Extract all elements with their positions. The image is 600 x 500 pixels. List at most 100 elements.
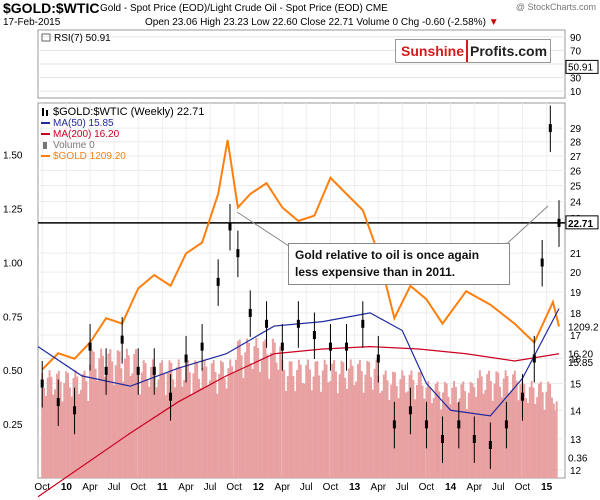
volume-bar: [162, 372, 165, 478]
volume-bar: [471, 383, 474, 478]
volume-bar: [57, 370, 60, 478]
volume-bar: [43, 387, 46, 478]
volume-bar: [98, 358, 101, 478]
ratio-candle: [136, 366, 140, 375]
volume-bar: [275, 362, 278, 478]
volume-bar: [375, 359, 378, 478]
logo-part-1: Sunshine: [401, 43, 465, 59]
ratio-candle: [248, 308, 252, 317]
volume-bar: [406, 391, 409, 478]
volume-bar: [286, 376, 289, 478]
volume-bar: [523, 384, 526, 478]
volume-bar: [460, 384, 463, 478]
volume-bar: [100, 348, 103, 478]
ratio-candle: [376, 354, 380, 363]
volume-bar: [502, 378, 505, 478]
volume-bar: [421, 385, 424, 478]
volume-bar: [486, 374, 489, 478]
volume-bar: [480, 376, 483, 478]
volume-bar: [251, 368, 254, 478]
volume-bar: [68, 387, 71, 478]
volume-left-tick-label: 1.25: [3, 204, 23, 215]
volume-bar: [247, 342, 250, 478]
volume-bar: [214, 371, 217, 478]
volume-bar: [105, 372, 108, 478]
volume-bar: [122, 381, 125, 478]
value-label: 15.85: [568, 358, 593, 369]
annotation-line-1: Gold relative to oil is once again: [295, 248, 480, 262]
x-tick-label: 10: [61, 482, 73, 493]
volume-bar: [194, 360, 197, 478]
volume-bar: [495, 371, 498, 478]
volume-bar: [111, 361, 114, 478]
volume-bar: [312, 376, 315, 478]
volume-bar: [52, 394, 55, 478]
volume-bar: [235, 359, 238, 478]
volume-bar: [349, 359, 352, 478]
volume-bar: [229, 359, 232, 478]
volume-bar: [415, 385, 418, 478]
volume-bar: [170, 362, 173, 478]
x-tick-label: Oct: [130, 482, 146, 493]
volume-bar: [144, 363, 147, 478]
volume-bar: [87, 401, 90, 478]
volume-bar: [85, 381, 88, 478]
volume-bar: [148, 386, 151, 478]
volume-bar: [443, 381, 446, 478]
volume-bar: [61, 401, 64, 478]
open-label: Open: [145, 17, 170, 28]
volume-bar: [297, 359, 300, 478]
volume-bar: [113, 384, 116, 478]
volume-bar: [258, 371, 261, 478]
volume-bar: [307, 359, 310, 478]
volume-bar: [125, 348, 128, 478]
volume-bar: [196, 362, 199, 478]
volume-bar: [135, 349, 138, 478]
volume-left-tick-label: 0.75: [3, 312, 23, 323]
x-tick-label: Jul: [108, 482, 121, 493]
volume-bar: [174, 387, 177, 478]
volume-bar: [74, 370, 77, 478]
x-tick-label: Apr: [275, 482, 291, 493]
ratio-candle: [312, 331, 316, 340]
ratio-candle: [56, 398, 60, 407]
ratio-candle: [280, 342, 284, 351]
annotation-callout: Gold relative to oil is once again less …: [288, 243, 510, 285]
x-tick-label: 13: [349, 482, 361, 493]
ratio-candle: [488, 440, 492, 449]
volume-bar: [44, 395, 47, 478]
volume-bar: [175, 367, 178, 478]
volume-bar: [290, 361, 293, 478]
volume-bar: [90, 350, 93, 478]
sunshine-profits-logo: Sunshine Profits.com: [395, 39, 551, 63]
ratio-candle: [424, 420, 428, 429]
volume-bar: [231, 366, 234, 478]
high-label: High: [200, 17, 221, 28]
volume-bar: [201, 367, 204, 478]
rsi-tick-label: 70: [570, 46, 582, 57]
volume-bar: [508, 393, 511, 478]
ratio-candle: [440, 434, 444, 443]
volume-bar: [438, 391, 441, 478]
main-right-tick-label: 18: [570, 309, 582, 320]
volume-bar: [456, 402, 459, 478]
x-tick-label: Jul: [396, 482, 409, 493]
volume-bar: [449, 404, 452, 478]
volume-bar: [467, 392, 470, 478]
ratio-candle: [392, 420, 396, 429]
main-right-tick-label: 17: [570, 331, 582, 342]
chart-date: 17-Feb-2015: [3, 17, 61, 28]
volume-bar: [255, 337, 258, 478]
main-right-tick-label: 16: [570, 355, 582, 366]
ratio-candle: [73, 406, 77, 415]
rsi-last-value-box: [565, 59, 599, 74]
volume-bar: [264, 339, 267, 478]
volume-bar: [183, 379, 186, 478]
volume-bar: [541, 392, 544, 478]
volume-bar: [377, 375, 380, 478]
volume-bar: [539, 381, 542, 478]
volume-bar: [271, 338, 274, 478]
rsi-tick-label: 90: [570, 33, 582, 44]
volume-bar: [353, 384, 356, 478]
volume-bar: [260, 360, 263, 478]
